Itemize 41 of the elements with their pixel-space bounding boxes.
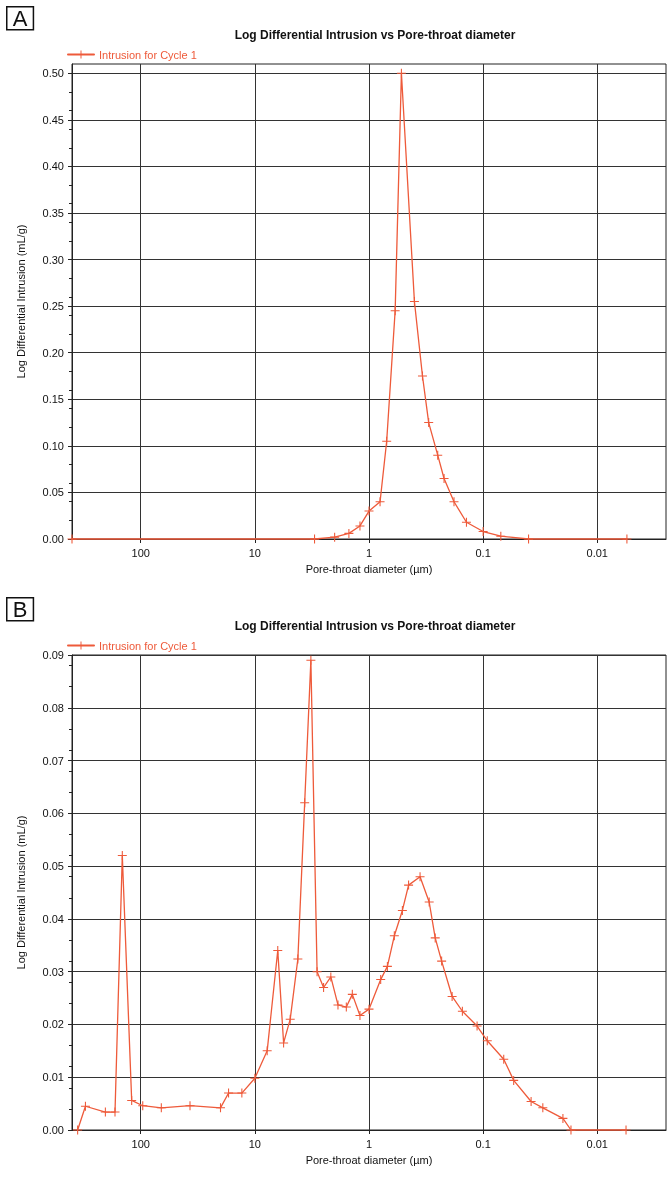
y-tick-label: 0.09 <box>42 649 64 661</box>
y-axis-title: Log Differential Intrusion (mL/g) <box>14 815 27 970</box>
x-tick-label: 0.1 <box>475 546 491 559</box>
y-tick-label: 0.03 <box>42 965 64 978</box>
y-tick-label: 0.25 <box>42 300 64 313</box>
y-tick-label: 0.10 <box>42 439 64 452</box>
chart-title: Log Differential Intrusion vs Pore-throat diameter <box>234 619 516 633</box>
x-tick-label: 0.1 <box>475 1137 491 1150</box>
legend-label: Intrusion for Cycle 1 <box>99 639 197 652</box>
y-tick-label: 0.50 <box>42 67 64 80</box>
y-tick-label: 0.20 <box>42 346 64 359</box>
y-tick-label: 0.35 <box>42 207 64 220</box>
y-axis-title: Log Differential Intrusion (mL/g) <box>14 224 27 379</box>
y-tick-label: 0.00 <box>42 533 64 545</box>
y-tick-label: 0.04 <box>42 912 64 925</box>
y-tick-label: 0.40 <box>42 160 64 173</box>
y-tick-label: 0.08 <box>42 701 64 714</box>
x-tick-label: 1 <box>365 1137 373 1150</box>
x-tick-label: 10 <box>248 546 261 559</box>
x-tick-label: 0.01 <box>586 1137 608 1150</box>
y-tick-label: 0.02 <box>42 1018 64 1031</box>
text: A <box>12 6 28 32</box>
y-tick-label: 0.15 <box>42 393 64 406</box>
x-tick-label: 100 <box>131 546 150 559</box>
legend-label: Intrusion for Cycle 1 <box>99 48 197 61</box>
y-tick-label: 0.30 <box>42 253 64 266</box>
x-tick-label: 10 <box>248 1137 261 1150</box>
text: B <box>12 597 28 623</box>
y-tick-label: 0.07 <box>42 754 64 767</box>
y-tick-label: 0.05 <box>42 860 64 873</box>
y-tick-label: 0.01 <box>42 1071 64 1084</box>
x-tick-label: 0.01 <box>586 546 608 559</box>
y-tick-label: 0.06 <box>42 807 64 820</box>
x-tick-label: 1 <box>365 546 373 559</box>
x-axis-title: Pore-throat diameter (µm) <box>305 562 433 575</box>
y-tick-label: 0.00 <box>42 1124 64 1136</box>
y-tick-label: 0.05 <box>42 486 64 499</box>
y-tick-label: 0.45 <box>42 113 64 126</box>
x-axis-title: Pore-throat diameter (µm) <box>305 1153 433 1166</box>
chart-title: Log Differential Intrusion vs Pore-throat diameter <box>234 28 516 42</box>
x-tick-label: 100 <box>131 1137 150 1150</box>
